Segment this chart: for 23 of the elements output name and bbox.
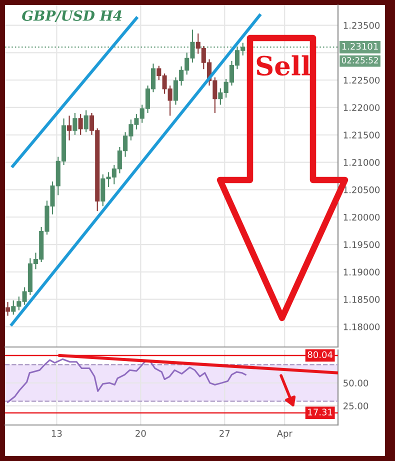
x-tick-label: 20: [136, 430, 146, 437]
y-tick-label: 1.20500: [344, 186, 380, 194]
annotation: Sell: [256, 55, 310, 76]
ref-line-label: 17.31: [308, 408, 332, 416]
y-tick-label: 1.22000: [344, 104, 380, 112]
y-tick-label: 25.00: [344, 402, 368, 410]
y-tick-label: 1.22500: [344, 76, 380, 84]
y-tick-label: 1.19000: [344, 268, 380, 276]
chart-title: GBP/USD H4: [22, 10, 122, 22]
y-tick-label: 1.21500: [344, 132, 380, 138]
y-tick-label: 1.20000: [344, 214, 380, 221]
ref-line-label: 1.23101: [342, 42, 378, 50]
x-tick-label: 13: [52, 430, 62, 437]
y-tick-label: 1.21000: [344, 159, 380, 166]
y-tick-label: 50.00: [344, 380, 368, 386]
y-tick-label: 1.18500: [344, 296, 380, 303]
ref-line-label: 80.04: [308, 351, 332, 358]
y-tick-label: 1.19500: [344, 241, 380, 248]
y-tick-label: 1.18000: [344, 323, 380, 330]
x-tick-label: Apr: [276, 430, 292, 439]
text: 02:25:52: [342, 57, 378, 64]
y-tick-label: 1.23500: [344, 22, 380, 29]
x-tick-label: 27: [220, 430, 230, 437]
